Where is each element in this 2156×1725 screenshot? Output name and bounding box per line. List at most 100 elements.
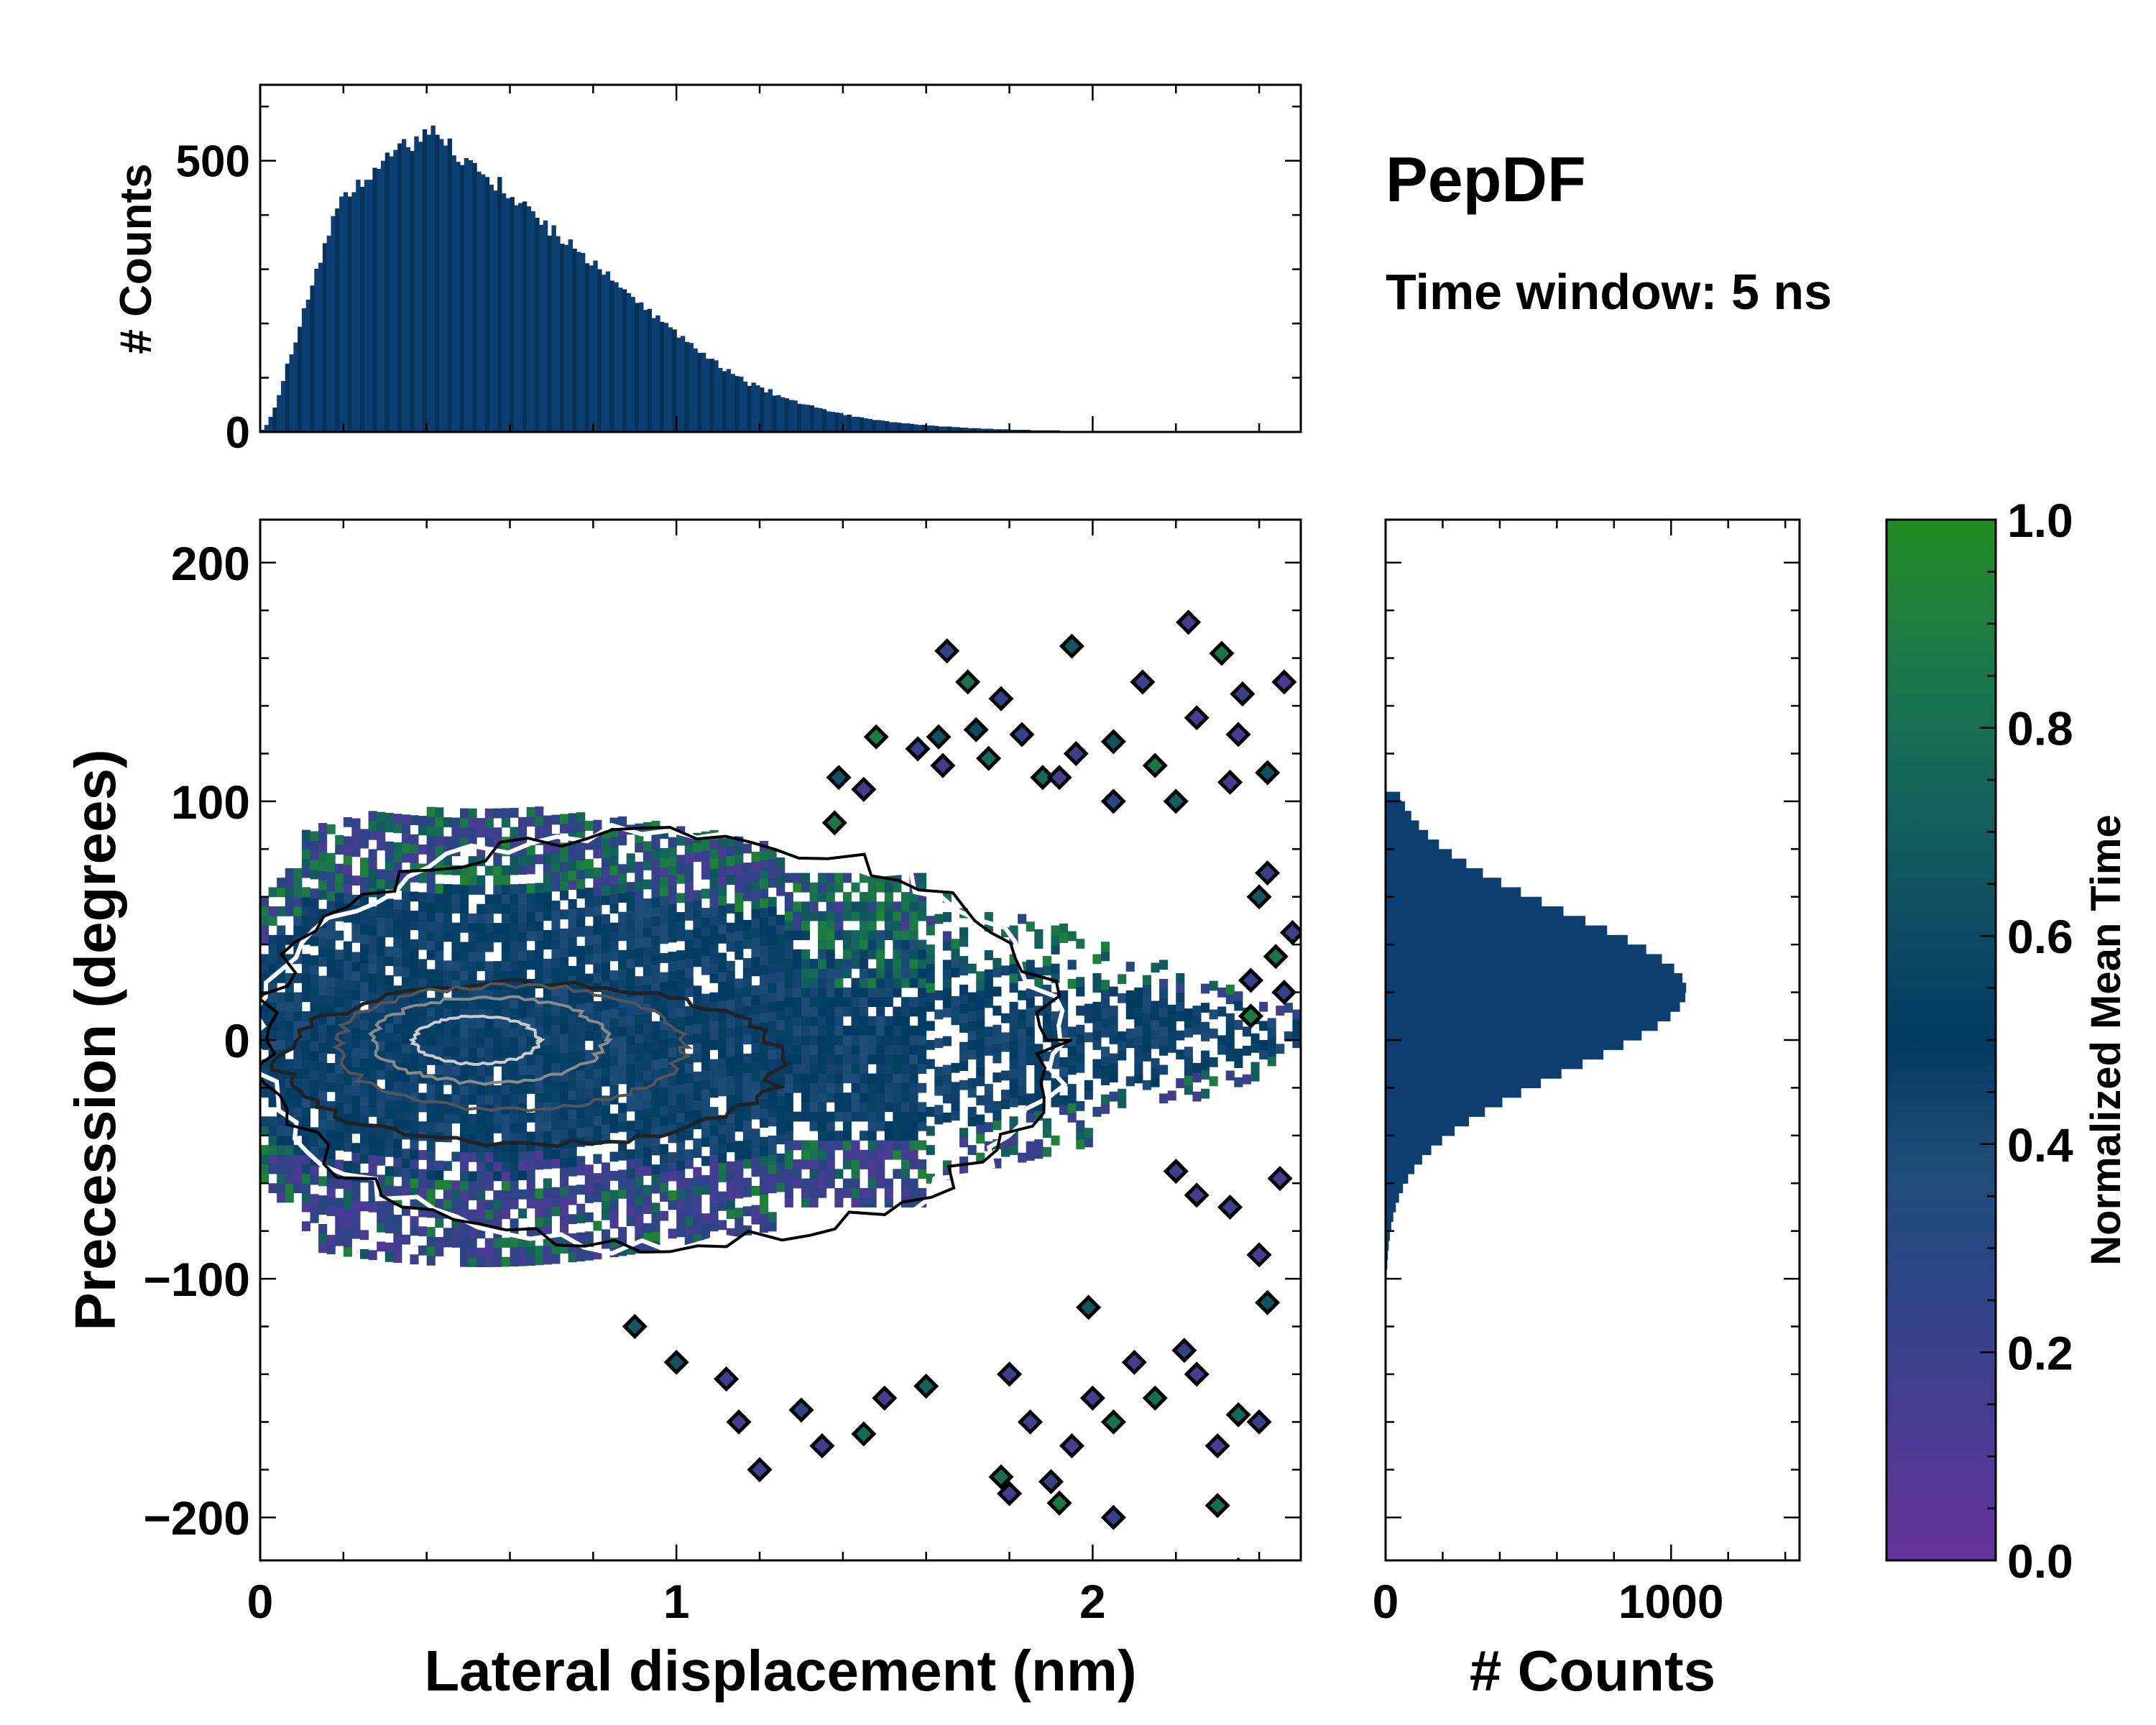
right-histogram-bar xyxy=(1386,887,1521,898)
heatmap-cell xyxy=(518,1065,528,1075)
heatmap-cell xyxy=(818,892,827,902)
heatmap-cell xyxy=(842,1044,852,1055)
heatmap-cell xyxy=(809,1006,819,1017)
heatmap-cell xyxy=(318,1109,328,1120)
heatmap-cell xyxy=(260,963,270,974)
heatmap-cell xyxy=(651,1087,660,1098)
heatmap-cell xyxy=(351,1152,361,1163)
heatmap-cell xyxy=(709,887,719,898)
heatmap-cell xyxy=(1184,1018,1193,1029)
heatmap-cell xyxy=(268,944,277,954)
heatmap-cell xyxy=(701,860,711,870)
heatmap-cell xyxy=(343,1199,352,1210)
heatmap-cell xyxy=(884,978,893,988)
heatmap-cell xyxy=(426,1112,436,1123)
heatmap-cell xyxy=(884,959,893,969)
heatmap-cell xyxy=(401,891,411,901)
heatmap-cell xyxy=(1059,1057,1069,1067)
heatmap-cell xyxy=(1067,1103,1077,1113)
heatmap-cell xyxy=(384,879,394,890)
heatmap-cell xyxy=(726,1027,735,1038)
heatmap-cell xyxy=(484,1018,494,1029)
heatmap-cell xyxy=(918,939,927,950)
heatmap-cell xyxy=(484,808,494,819)
top-histogram-bar xyxy=(860,417,865,432)
heatmap-cell xyxy=(1009,1116,1018,1127)
heatmap-cell xyxy=(1067,1112,1077,1123)
heatmap-cell xyxy=(876,930,885,941)
heatmap-cell xyxy=(410,920,419,931)
top-histogram-bar xyxy=(351,192,356,432)
heatmap-cell xyxy=(768,1221,777,1232)
top-histogram-bar xyxy=(718,367,723,432)
heatmap-cell xyxy=(401,967,411,978)
heatmap-cell xyxy=(1067,1064,1077,1075)
top-histogram-bar xyxy=(797,403,802,432)
top-histogram-ylabel: # Counts xyxy=(111,163,161,354)
heatmap-cell xyxy=(310,1165,319,1176)
heatmap-cell xyxy=(510,932,519,942)
heatmap-cell xyxy=(435,1008,444,1018)
heatmap-cell xyxy=(468,1142,477,1153)
heatmap-cell xyxy=(860,1064,869,1074)
heatmap-cell xyxy=(1225,1023,1235,1033)
top-histogram-bar xyxy=(447,138,453,432)
heatmap-cell xyxy=(701,888,711,899)
heatmap-cell xyxy=(742,1034,752,1045)
heatmap-cell xyxy=(468,808,477,819)
outlier-marker xyxy=(1263,944,1289,970)
heatmap-cell xyxy=(277,1173,286,1184)
heatmap-cell xyxy=(426,1121,436,1132)
heatmap-cell xyxy=(760,898,769,908)
heatmap-cell xyxy=(1259,1040,1268,1050)
heatmap-cell xyxy=(734,1054,744,1065)
heatmap-cell xyxy=(818,1169,827,1179)
heatmap-cell xyxy=(484,1113,494,1124)
heatmap-cell xyxy=(460,1171,469,1182)
heatmap-cell xyxy=(484,903,494,914)
heatmap-cell xyxy=(876,1159,885,1169)
heatmap-cell xyxy=(285,1154,294,1165)
heatmap-cell xyxy=(443,836,452,847)
heatmap-cell xyxy=(384,918,394,928)
heatmap-cell xyxy=(593,953,602,964)
heatmap-cell xyxy=(493,999,502,1010)
heatmap-cell xyxy=(1009,1021,1018,1031)
heatmap-cell xyxy=(593,868,602,878)
outlier-marker xyxy=(1184,1361,1210,1387)
heatmap-cell xyxy=(484,1085,494,1095)
heatmap-cell xyxy=(501,1256,511,1267)
heatmap-cell xyxy=(918,1102,927,1113)
heatmap-cell xyxy=(601,1210,611,1220)
heatmap-cell xyxy=(900,1082,911,1093)
heatmap-cell xyxy=(451,1228,461,1238)
heatmap-cell xyxy=(393,1138,402,1149)
heatmap-cell xyxy=(1018,1152,1027,1163)
heatmap-cell xyxy=(393,1014,402,1024)
heatmap-cell xyxy=(468,1113,477,1124)
top-histogram-bar xyxy=(289,354,294,432)
heatmap-cell xyxy=(642,860,652,870)
heatmap-cell xyxy=(1292,1009,1301,1020)
heatmap-cell xyxy=(693,1043,702,1053)
heatmap-cell xyxy=(484,1247,494,1258)
heatmap-cell xyxy=(426,969,436,980)
heatmap-cell xyxy=(293,1164,303,1174)
heatmap-cell xyxy=(642,1089,652,1100)
heatmap-cell xyxy=(1026,988,1035,999)
top-histogram-bar xyxy=(751,382,756,432)
heatmap-cell xyxy=(493,1151,502,1162)
heatmap-cell xyxy=(826,968,835,979)
heatmap-cell xyxy=(676,1093,686,1104)
heatmap-cell xyxy=(734,1179,744,1190)
heatmap-cell xyxy=(1067,1093,1077,1104)
heatmap-cell xyxy=(368,849,377,860)
heatmap-cell xyxy=(809,1044,819,1055)
heatmap-cell xyxy=(751,1214,760,1225)
heatmap-cell xyxy=(560,985,569,996)
heatmap-cell xyxy=(543,862,552,873)
heatmap-cell xyxy=(851,1197,860,1208)
heatmap-cell xyxy=(635,938,644,948)
heatmap-cell xyxy=(493,1095,502,1105)
